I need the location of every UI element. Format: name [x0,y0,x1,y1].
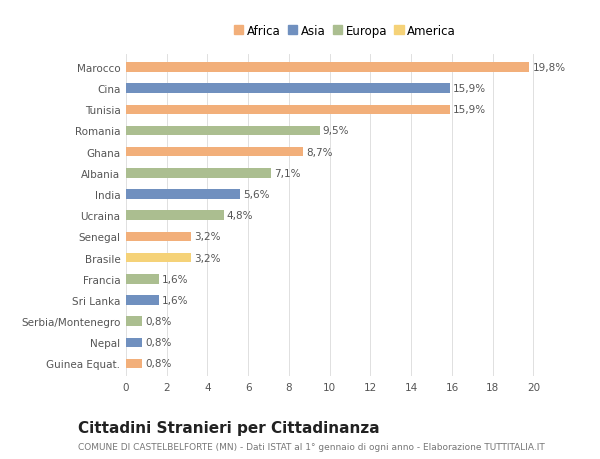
Text: 1,6%: 1,6% [161,295,188,305]
Text: 1,6%: 1,6% [161,274,188,284]
Text: 8,7%: 8,7% [306,147,333,157]
Text: COMUNE DI CASTELBELFORTE (MN) - Dati ISTAT al 1° gennaio di ogni anno - Elaboraz: COMUNE DI CASTELBELFORTE (MN) - Dati IST… [78,442,545,451]
Text: 3,2%: 3,2% [194,253,221,263]
Bar [126,169,271,178]
Text: 4,8%: 4,8% [227,211,253,221]
Text: 0,8%: 0,8% [145,358,172,369]
Bar [126,317,142,326]
Text: Cittadini Stranieri per Cittadinanza: Cittadini Stranieri per Cittadinanza [78,420,380,435]
Bar [126,274,158,284]
Text: 0,8%: 0,8% [145,337,172,347]
Text: 19,8%: 19,8% [532,63,566,73]
Bar [126,359,142,369]
Text: 9,5%: 9,5% [323,126,349,136]
Bar [126,105,450,115]
Text: 0,8%: 0,8% [145,316,172,326]
Bar [126,253,191,263]
Bar [126,147,303,157]
Text: 3,2%: 3,2% [194,232,221,242]
Bar [126,338,142,347]
Text: 7,1%: 7,1% [274,168,300,179]
Bar [126,126,320,136]
Text: 5,6%: 5,6% [243,190,269,200]
Bar [126,84,450,94]
Bar [126,190,240,199]
Text: 15,9%: 15,9% [453,84,486,94]
Legend: Africa, Asia, Europa, America: Africa, Asia, Europa, America [232,22,458,40]
Bar [126,63,529,73]
Text: 15,9%: 15,9% [453,105,486,115]
Bar [126,211,224,220]
Bar [126,296,158,305]
Bar [126,232,191,241]
